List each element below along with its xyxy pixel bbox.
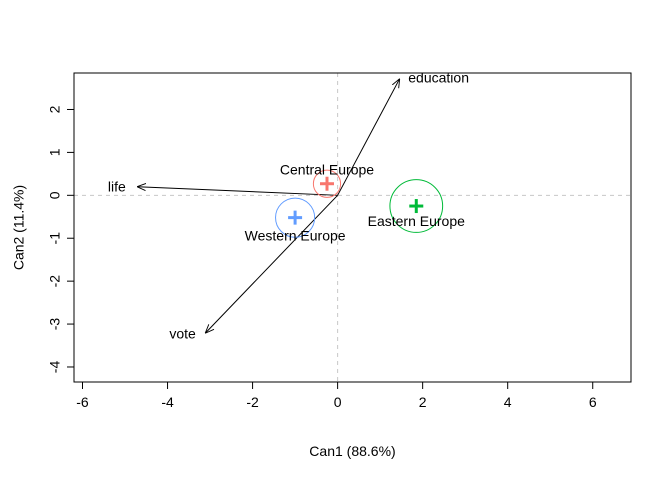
x-tick-label-4: 2: [419, 394, 427, 410]
x-axis-title: Can1 (88.6%): [309, 443, 395, 459]
group-circle-eastern-europe: [389, 179, 444, 233]
group-centroid-central-europe: [319, 176, 334, 191]
y-tick-label-2: -2: [47, 275, 63, 288]
x-tick-label-2: -2: [246, 394, 259, 410]
group-centroid-eastern-europe: [409, 199, 424, 214]
group-circle-central-europe: [312, 169, 342, 198]
x-tick-label-0: -6: [76, 394, 89, 410]
x-tick-label-5: 4: [504, 394, 512, 410]
reference-lines-layer: [74, 73, 631, 382]
plot-frame: [73, 72, 632, 383]
vector-label-vote: vote: [169, 326, 196, 342]
y-tick-label-6: 2: [47, 105, 63, 113]
y-tick-label-3: -1: [47, 232, 63, 245]
group-label-eastern-europe: Eastern Europe: [368, 213, 465, 229]
vector-label-education: education: [408, 69, 469, 85]
vector-arrow-education: [337, 79, 400, 196]
x-tick-label-3: 0: [334, 394, 342, 410]
group-circle-western-europe: [275, 197, 316, 238]
axes-layer: -6 -4 -2 0 2 4 6 -4 -3 -2 -1 0 1 2: [47, 72, 632, 410]
group-centroid-western-europe: [288, 210, 303, 225]
vector-arrow-life: [138, 187, 338, 196]
group-label-western-europe: Western Europe: [245, 228, 346, 244]
y-tick-label-4: 0: [47, 191, 63, 199]
y-tick-label-0: -4: [47, 361, 63, 374]
vector-label-life: life: [108, 179, 126, 195]
vector-arrow-vote: [206, 194, 338, 332]
group-label-central-europe: Central Europe: [280, 162, 374, 178]
groups-layer: Central Europe Western Europe Eastern Euro…: [245, 162, 465, 244]
x-tick-label-6: 6: [589, 394, 597, 410]
y-axis-title: Can2 (11.4%): [11, 185, 27, 270]
y-tick-label-1: -3: [47, 318, 63, 331]
y-tick-label-5: 1: [47, 148, 63, 156]
x-tick-label-1: -4: [161, 394, 174, 410]
